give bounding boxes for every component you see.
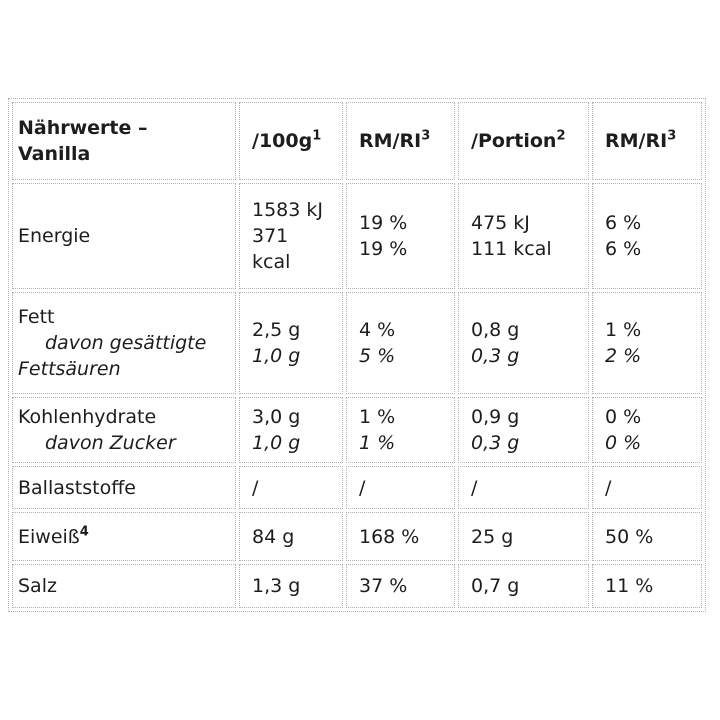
value-line: 111 kcal xyxy=(471,238,552,260)
col-header-per-portion: /Portion2 xyxy=(458,102,589,180)
table-row-fett: Fett davon gesättigte Fettsäuren 2,5 g 1… xyxy=(12,292,702,394)
row-label-main: Fett xyxy=(18,306,55,328)
value-line: 0,8 g xyxy=(471,319,520,341)
row-label-ballaststoffe: Ballaststoffe xyxy=(12,466,236,509)
col-header-label: RM/RI xyxy=(605,130,668,152)
cell-fett-per-100g: 2,5 g 1,0 g xyxy=(239,292,343,394)
col-header-per-100g: /100g1 xyxy=(239,102,343,180)
footnote-ref-3: 3 xyxy=(667,128,677,144)
value-line-sub: 2 % xyxy=(605,345,642,367)
cell-fett-per-portion: 0,8 g 0,3 g xyxy=(458,292,589,394)
footnote-ref-3: 3 xyxy=(421,128,431,144)
row-sublabel-line: davon gesättigte xyxy=(45,332,207,354)
value-line: 371 xyxy=(252,225,289,247)
table-title: Nährwerte – Vanilla xyxy=(12,102,236,180)
cell-ballaststoffe-per-portion: / xyxy=(458,466,589,509)
table-row-kohlenhydrate: Kohlenhydrate davon Zucker 3,0 g 1,0 g 1… xyxy=(12,397,702,463)
footnote-ref-1: 1 xyxy=(312,128,322,144)
table-row-eiweiss: Eiweiß4 84 g 168 % 25 g 50 % xyxy=(12,512,702,561)
row-label-salz: Salz xyxy=(12,564,236,608)
footnote-ref-2: 2 xyxy=(556,128,566,144)
table-row-salz: Salz 1,3 g 37 % 0,7 g 11 % xyxy=(12,564,702,608)
value-line-sub: 1,0 g xyxy=(252,432,301,454)
nutrition-table: Nährwerte – Vanilla /100g1 RM/RI3 /Porti… xyxy=(8,98,706,612)
cell-energie-rmri-100g: 19 % 19 % xyxy=(346,183,455,289)
value-line: 475 kJ xyxy=(471,212,530,234)
value-line: 4 % xyxy=(359,319,396,341)
value-line-sub: 0,3 g xyxy=(471,345,520,367)
table-row-energie: Energie 1583 kJ 371 kcal 19 % 19 % 475 k… xyxy=(12,183,702,289)
value-line: 19 % xyxy=(359,238,408,260)
table-title-line-2: Vanilla xyxy=(18,143,91,165)
cell-eiweiss-per-100g: 84 g xyxy=(239,512,343,561)
cell-energie-per-portion: 475 kJ 111 kcal xyxy=(458,183,589,289)
cell-kohlenhydrate-per-100g: 3,0 g 1,0 g xyxy=(239,397,343,463)
table-header-row: Nährwerte – Vanilla /100g1 RM/RI3 /Porti… xyxy=(12,102,702,180)
value-line: 6 % xyxy=(605,238,642,260)
cell-eiweiss-per-portion: 25 g xyxy=(458,512,589,561)
row-label-main: Kohlenhydrate xyxy=(18,406,157,428)
value-line: 1583 kJ xyxy=(252,199,323,221)
row-sublabel-line: davon Zucker xyxy=(45,432,176,454)
cell-eiweiss-rmri-100g: 168 % xyxy=(346,512,455,561)
cell-kohlenhydrate-per-portion: 0,9 g 0,3 g xyxy=(458,397,589,463)
cell-fett-rmri-portion: 1 % 2 % xyxy=(592,292,702,394)
value-line: 1 % xyxy=(605,319,642,341)
cell-kohlenhydrate-rmri-portion: 0 % 0 % xyxy=(592,397,702,463)
value-line: 6 % xyxy=(605,212,642,234)
value-line: 0,9 g xyxy=(471,406,520,428)
value-line-sub: 0 % xyxy=(605,432,642,454)
cell-ballaststoffe-rmri-portion: / xyxy=(592,466,702,509)
row-label-energie: Energie xyxy=(12,183,236,289)
cell-energie-per-100g: 1583 kJ 371 kcal xyxy=(239,183,343,289)
cell-salz-per-100g: 1,3 g xyxy=(239,564,343,608)
row-sublabel-line: Fettsäuren xyxy=(18,358,121,380)
footnote-ref-4: 4 xyxy=(79,524,89,540)
value-line: 19 % xyxy=(359,212,408,234)
col-header-label: RM/RI xyxy=(359,130,422,152)
value-line-sub: 1 % xyxy=(359,432,396,454)
row-label-eiweiss: Eiweiß4 xyxy=(12,512,236,561)
value-line-sub: 1,0 g xyxy=(252,345,301,367)
cell-energie-rmri-portion: 6 % 6 % xyxy=(592,183,702,289)
cell-salz-rmri-portion: 11 % xyxy=(592,564,702,608)
cell-salz-rmri-100g: 37 % xyxy=(346,564,455,608)
cell-ballaststoffe-rmri-100g: / xyxy=(346,466,455,509)
table-title-line-1: Nährwerte – xyxy=(18,117,148,139)
row-label-main: Eiweiß xyxy=(18,525,80,548)
row-label-fett: Fett davon gesättigte Fettsäuren xyxy=(12,292,236,394)
value-line: 1 % xyxy=(359,406,396,428)
cell-salz-per-portion: 0,7 g xyxy=(458,564,589,608)
value-line: kcal xyxy=(252,251,291,273)
col-header-label: /Portion xyxy=(471,130,557,152)
value-line: 3,0 g xyxy=(252,406,301,428)
value-line: 0 % xyxy=(605,406,642,428)
value-line-sub: 5 % xyxy=(359,345,396,367)
col-header-label: /100g xyxy=(252,130,313,152)
value-line-sub: 0,3 g xyxy=(471,432,520,454)
cell-kohlenhydrate-rmri-100g: 1 % 1 % xyxy=(346,397,455,463)
col-header-rmri-portion: RM/RI3 xyxy=(592,102,702,180)
cell-eiweiss-rmri-portion: 50 % xyxy=(592,512,702,561)
table-row-ballaststoffe: Ballaststoffe / / / / xyxy=(12,466,702,509)
cell-ballaststoffe-per-100g: / xyxy=(239,466,343,509)
col-header-rmri-100g: RM/RI3 xyxy=(346,102,455,180)
row-label-kohlenhydrate: Kohlenhydrate davon Zucker xyxy=(12,397,236,463)
value-line: 2,5 g xyxy=(252,319,301,341)
cell-fett-rmri-100g: 4 % 5 % xyxy=(346,292,455,394)
